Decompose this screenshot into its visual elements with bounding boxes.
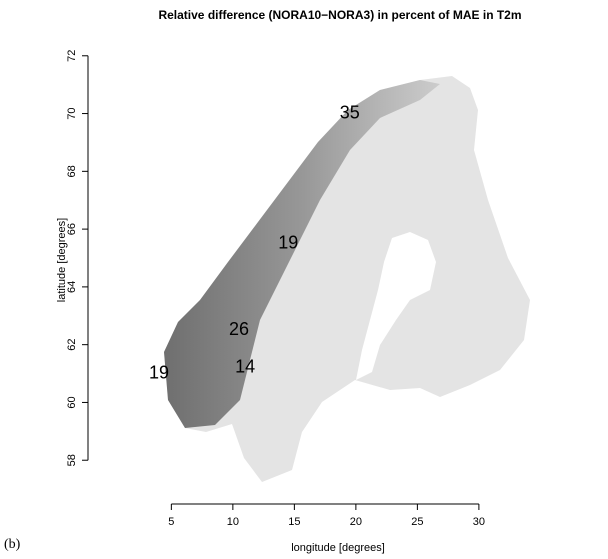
y-tick-label: 72 [66,50,78,62]
x-axis-label: longitude [degrees] [291,542,385,554]
x-tick-label: 30 [473,516,485,528]
value-label: 26 [229,319,249,339]
x-tick-label: 15 [288,516,300,528]
figure: Relative difference (NORA10−NORA3) in pe… [0,0,608,559]
panel-label: (b) [4,537,21,552]
x-tick-label: 20 [350,516,362,528]
y-tick-label: 68 [66,165,78,177]
x-tick-label: 25 [411,516,423,528]
y-tick-label: 64 [66,281,78,293]
value-label: 35 [340,102,360,122]
value-label: 19 [278,232,298,252]
map-land [164,76,530,482]
x-tick-label: 10 [227,516,239,528]
y-tick-label: 58 [66,454,78,466]
y-tick-label: 70 [66,107,78,119]
value-label: 19 [149,362,169,382]
y-tick-label: 66 [66,223,78,235]
y-tick-label: 62 [66,339,78,351]
value-label: 14 [235,357,255,377]
y-tick-label: 60 [66,396,78,408]
x-tick-label: 5 [168,516,174,528]
chart-title: Relative difference (NORA10−NORA3) in pe… [158,8,521,22]
